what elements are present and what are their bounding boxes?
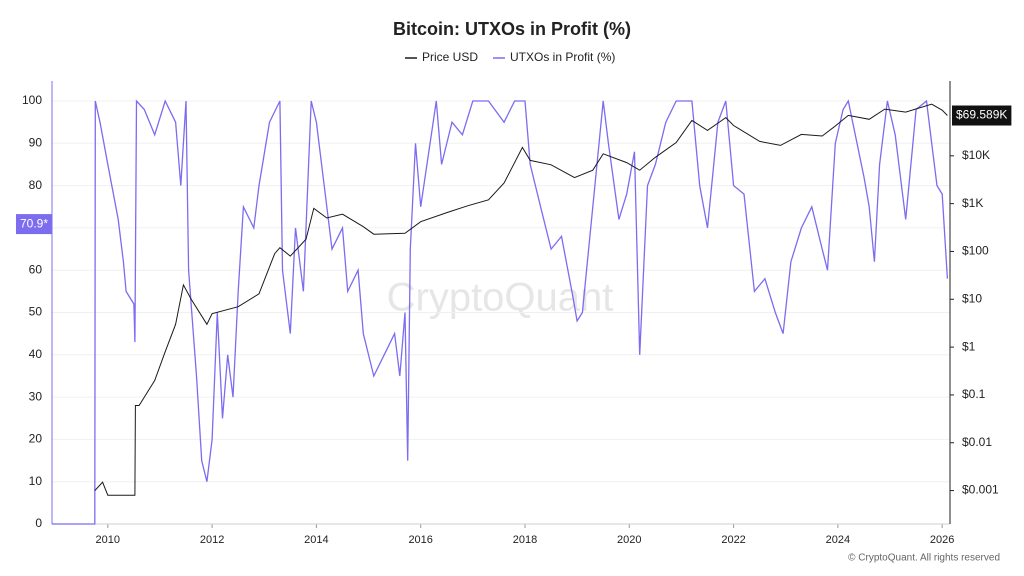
x-tick-label: 2024	[826, 534, 850, 546]
y2-tick-label: $1K	[962, 196, 983, 210]
y-tick-label: 10	[29, 474, 43, 488]
last-value-badge: $69.589K	[952, 105, 1012, 126]
y-tick-label: 40	[29, 347, 43, 361]
y-tick-label: 90	[29, 135, 43, 149]
y-tick-label: 20	[29, 432, 43, 446]
badge-label: 70.9*	[20, 216, 48, 230]
legend-label: UTXOs in Profit (%)	[510, 50, 615, 64]
y-tick-label: 80	[29, 178, 43, 192]
x-tick-label: 2012	[200, 534, 224, 546]
badge-box	[15, 214, 52, 235]
badge-box	[952, 105, 1012, 126]
x-tick-label: 2018	[513, 534, 537, 546]
last-value-badge: 70.9*	[15, 214, 52, 235]
badge-label: $69.589K	[956, 108, 1007, 122]
chart-title: Bitcoin: UTXOs in Profit (%)	[393, 19, 631, 39]
series-line	[94, 103, 948, 496]
x-tick-label: 2016	[408, 534, 432, 546]
x-tick-label: 2026	[930, 534, 954, 546]
x-tick-label: 2020	[617, 534, 641, 546]
y2-tick-label: $0.1	[962, 387, 986, 401]
y-tick-label: 0	[35, 516, 42, 530]
x-tick-label: 2010	[96, 534, 120, 546]
y2-tick-label: $100	[962, 244, 989, 258]
y2-tick-label: $10K	[962, 148, 990, 162]
y2-tick-label: $0.001	[962, 483, 999, 497]
y2-tick-label: $0.01	[962, 435, 992, 449]
y-tick-label: 60	[29, 262, 43, 276]
footer: © CryptoQuant. All rights reserved	[848, 553, 1000, 564]
x-tick-label: 2022	[721, 534, 745, 546]
y-tick-label: 50	[29, 305, 43, 319]
x-tick-label: 2014	[304, 534, 328, 546]
y2-tick-label: $1	[962, 339, 976, 353]
y2-tick-label: $10	[962, 291, 982, 305]
series-line	[52, 99, 949, 525]
y-tick-label: 30	[29, 389, 43, 403]
y-tick-label: 100	[22, 93, 42, 107]
legend-label: Price USD	[422, 50, 478, 64]
